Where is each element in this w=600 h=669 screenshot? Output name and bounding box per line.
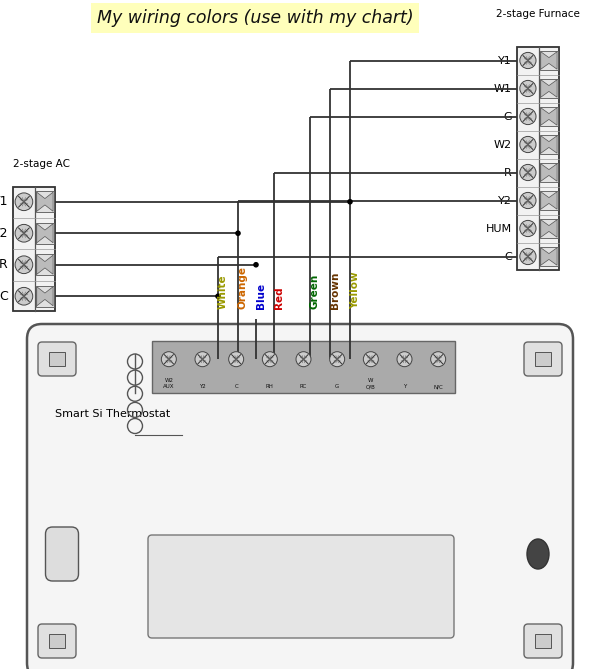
- Bar: [540, 163, 558, 182]
- FancyBboxPatch shape: [524, 624, 562, 658]
- Text: C: C: [0, 290, 8, 303]
- Circle shape: [296, 352, 311, 367]
- Circle shape: [262, 352, 277, 367]
- Circle shape: [520, 220, 536, 237]
- Polygon shape: [541, 219, 557, 237]
- Text: 2-stage AC: 2-stage AC: [13, 159, 70, 169]
- Circle shape: [15, 288, 33, 305]
- FancyBboxPatch shape: [524, 342, 562, 376]
- Bar: [535, 634, 551, 648]
- Text: Y2: Y2: [0, 227, 8, 240]
- FancyBboxPatch shape: [46, 527, 79, 581]
- Text: Orange: Orange: [238, 266, 248, 309]
- Bar: [49, 352, 65, 366]
- Polygon shape: [541, 108, 557, 125]
- Circle shape: [161, 352, 176, 367]
- Bar: [49, 634, 65, 648]
- Circle shape: [520, 193, 536, 209]
- Text: N/C: N/C: [433, 384, 443, 389]
- Circle shape: [195, 352, 210, 367]
- Text: W2: W2: [494, 140, 512, 149]
- Text: My wiring colors (use with my chart): My wiring colors (use with my chart): [97, 9, 413, 27]
- Bar: [540, 191, 558, 210]
- Text: RH: RH: [266, 384, 274, 389]
- Polygon shape: [541, 80, 557, 97]
- Circle shape: [520, 108, 536, 124]
- Text: 2-stage Furnace: 2-stage Furnace: [496, 9, 580, 19]
- Text: Green: Green: [310, 274, 320, 309]
- Text: Y2: Y2: [199, 384, 206, 389]
- Bar: [540, 79, 558, 98]
- Text: Yellow: Yellow: [350, 272, 360, 309]
- Text: White: White: [218, 274, 228, 309]
- Bar: [540, 134, 558, 155]
- Bar: [517, 47, 559, 270]
- Bar: [36, 191, 54, 212]
- FancyBboxPatch shape: [148, 535, 454, 638]
- Bar: [540, 219, 558, 238]
- Text: G: G: [503, 112, 512, 122]
- Circle shape: [520, 165, 536, 181]
- FancyBboxPatch shape: [27, 324, 573, 669]
- Circle shape: [329, 352, 344, 367]
- Circle shape: [364, 352, 379, 367]
- Text: C: C: [504, 252, 512, 262]
- Polygon shape: [37, 255, 53, 274]
- Polygon shape: [541, 52, 557, 70]
- Circle shape: [229, 352, 244, 367]
- Bar: [540, 247, 558, 266]
- Polygon shape: [541, 248, 557, 265]
- Polygon shape: [37, 192, 53, 211]
- Bar: [13, 187, 55, 311]
- Text: Red: Red: [274, 286, 284, 309]
- Text: G: G: [335, 384, 339, 389]
- Text: R: R: [0, 258, 8, 271]
- Circle shape: [431, 352, 446, 367]
- Polygon shape: [541, 136, 557, 153]
- Circle shape: [520, 80, 536, 96]
- Text: RC: RC: [300, 384, 307, 389]
- FancyBboxPatch shape: [38, 342, 76, 376]
- Bar: [540, 51, 558, 70]
- Text: W1: W1: [494, 84, 512, 94]
- Text: Y: Y: [403, 384, 406, 389]
- Polygon shape: [37, 223, 53, 243]
- Circle shape: [15, 193, 33, 211]
- Ellipse shape: [527, 539, 549, 569]
- Bar: [36, 254, 54, 276]
- Text: C: C: [234, 384, 238, 389]
- Polygon shape: [37, 287, 53, 306]
- Bar: [152, 341, 455, 393]
- Circle shape: [15, 256, 33, 274]
- Text: Brown: Brown: [330, 272, 340, 309]
- Text: W2
AUX: W2 AUX: [163, 378, 175, 389]
- Text: Blue: Blue: [256, 283, 266, 309]
- Bar: [36, 286, 54, 307]
- Circle shape: [15, 224, 33, 242]
- Circle shape: [397, 352, 412, 367]
- Bar: [535, 352, 551, 366]
- Text: Y1: Y1: [498, 56, 512, 66]
- Bar: [540, 107, 558, 126]
- Polygon shape: [541, 164, 557, 181]
- Text: Y1: Y1: [0, 195, 8, 208]
- Circle shape: [520, 136, 536, 153]
- Text: Y2: Y2: [498, 195, 512, 205]
- FancyBboxPatch shape: [38, 624, 76, 658]
- Circle shape: [253, 262, 259, 268]
- Circle shape: [520, 52, 536, 69]
- Circle shape: [235, 230, 241, 236]
- Text: Smart Si Thermostat: Smart Si Thermostat: [55, 409, 170, 419]
- Circle shape: [520, 248, 536, 265]
- Text: W
O/B: W O/B: [366, 378, 376, 389]
- Text: HUM: HUM: [486, 223, 512, 233]
- Circle shape: [215, 294, 221, 299]
- Bar: [36, 223, 54, 244]
- Text: R: R: [504, 167, 512, 177]
- Circle shape: [347, 199, 353, 205]
- Polygon shape: [541, 192, 557, 209]
